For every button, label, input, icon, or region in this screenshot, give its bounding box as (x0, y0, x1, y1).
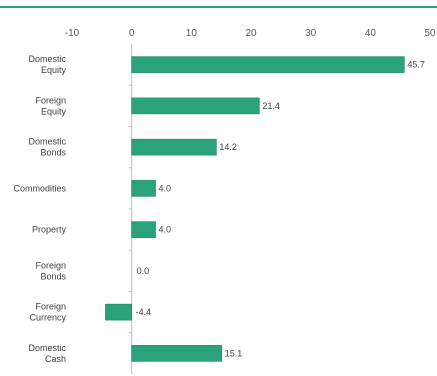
x-tick-label: 30 (305, 28, 317, 39)
category-label: Domestic (28, 137, 66, 147)
category-label: Domestic (28, 343, 66, 353)
category-label: Cash (45, 354, 66, 364)
x-tick-label: 40 (365, 28, 377, 39)
bar (131, 345, 223, 362)
title-underline (0, 6, 437, 8)
category-label: Bonds (40, 271, 66, 281)
bar (131, 56, 405, 73)
data-label: 21.4 (262, 101, 280, 111)
category-label: Equity (41, 106, 67, 116)
x-tick-label: 20 (245, 28, 257, 39)
data-label: 4.0 (159, 225, 172, 235)
data-label: 15.1 (225, 348, 243, 358)
bar (105, 303, 132, 321)
data-label: 0.0 (137, 266, 150, 276)
bar (131, 97, 260, 115)
bar (131, 221, 156, 238)
category-label: Currency (29, 313, 66, 323)
category-label: Property (32, 225, 67, 235)
x-tick-label: 50 (424, 28, 436, 39)
category-label: Foreign (35, 302, 66, 312)
data-label: -4.4 (136, 307, 152, 317)
data-label: 14.2 (219, 142, 237, 152)
category-label: Foreign (35, 260, 66, 270)
bar (131, 138, 217, 156)
x-tick-label: 10 (186, 28, 198, 39)
category-label: Equity (41, 65, 67, 75)
x-tick-label: -10 (65, 28, 80, 39)
category-label: Commodities (13, 183, 66, 193)
category-label: Domestic (28, 54, 66, 64)
data-label: 4.0 (159, 183, 172, 193)
data-label: 45.7 (407, 60, 425, 70)
title-band (0, 0, 437, 8)
x-tick-label: 0 (129, 28, 135, 39)
category-label: Foreign (35, 95, 66, 105)
category-label: Bonds (40, 148, 66, 158)
bar (131, 180, 156, 197)
